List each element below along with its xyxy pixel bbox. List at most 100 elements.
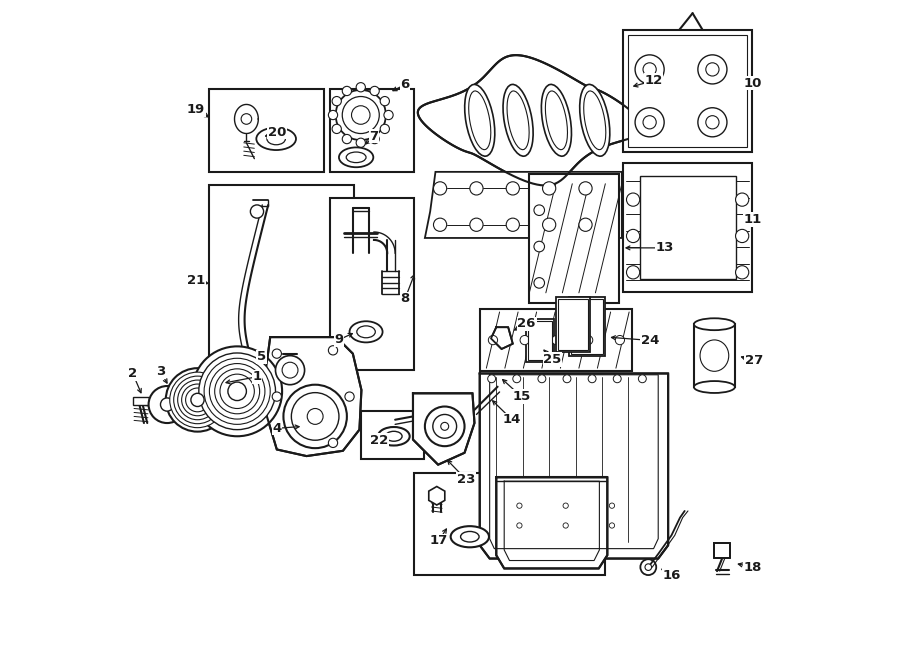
Circle shape bbox=[434, 218, 446, 231]
Circle shape bbox=[282, 362, 298, 378]
Bar bbox=[623, 30, 752, 152]
Text: 13: 13 bbox=[655, 241, 674, 254]
Ellipse shape bbox=[267, 133, 285, 145]
Circle shape bbox=[506, 182, 519, 195]
Ellipse shape bbox=[349, 321, 382, 342]
Circle shape bbox=[166, 368, 230, 432]
Text: 17: 17 bbox=[429, 534, 448, 547]
Circle shape bbox=[241, 114, 252, 124]
Circle shape bbox=[506, 218, 519, 231]
Bar bbox=[209, 89, 324, 172]
Text: 21: 21 bbox=[187, 274, 205, 288]
Polygon shape bbox=[480, 373, 668, 559]
Circle shape bbox=[370, 87, 379, 96]
Bar bbox=[556, 297, 590, 352]
Bar bbox=[209, 185, 355, 420]
Bar bbox=[694, 324, 735, 387]
Circle shape bbox=[210, 364, 265, 419]
Text: 16: 16 bbox=[663, 568, 681, 582]
Circle shape bbox=[645, 564, 652, 570]
Circle shape bbox=[641, 559, 656, 575]
Ellipse shape bbox=[542, 85, 572, 156]
Circle shape bbox=[328, 110, 338, 120]
Ellipse shape bbox=[256, 128, 296, 150]
Circle shape bbox=[204, 358, 270, 424]
Ellipse shape bbox=[378, 427, 410, 446]
Text: 1: 1 bbox=[252, 370, 262, 383]
Bar bbox=[329, 89, 414, 172]
Circle shape bbox=[534, 241, 544, 252]
Ellipse shape bbox=[545, 91, 568, 149]
Bar bbox=[640, 176, 735, 279]
Circle shape bbox=[292, 393, 339, 440]
Text: 18: 18 bbox=[743, 561, 762, 574]
Circle shape bbox=[250, 205, 264, 218]
Ellipse shape bbox=[503, 85, 533, 156]
Circle shape bbox=[441, 422, 449, 430]
Text: 10: 10 bbox=[743, 77, 762, 90]
Circle shape bbox=[275, 356, 304, 385]
Bar bbox=[558, 299, 588, 350]
Ellipse shape bbox=[694, 381, 735, 393]
Polygon shape bbox=[132, 397, 149, 405]
Text: 25: 25 bbox=[544, 353, 562, 366]
Circle shape bbox=[356, 138, 365, 147]
Ellipse shape bbox=[346, 152, 366, 163]
Text: 8: 8 bbox=[400, 292, 410, 305]
Bar bbox=[414, 473, 606, 575]
Circle shape bbox=[552, 335, 561, 345]
Circle shape bbox=[148, 386, 185, 423]
Ellipse shape bbox=[694, 318, 735, 330]
Circle shape bbox=[332, 124, 341, 134]
Circle shape bbox=[563, 375, 571, 383]
Text: 14: 14 bbox=[503, 413, 521, 426]
Circle shape bbox=[332, 97, 341, 106]
Circle shape bbox=[616, 335, 625, 345]
Text: 5: 5 bbox=[257, 350, 266, 364]
Circle shape bbox=[706, 116, 719, 129]
Circle shape bbox=[735, 193, 749, 206]
Bar bbox=[526, 319, 554, 362]
Polygon shape bbox=[491, 327, 513, 349]
Circle shape bbox=[272, 349, 282, 358]
Text: 24: 24 bbox=[641, 334, 660, 347]
Circle shape bbox=[284, 385, 346, 448]
Ellipse shape bbox=[464, 85, 495, 156]
Circle shape bbox=[706, 63, 719, 76]
Text: 6: 6 bbox=[400, 78, 410, 91]
Text: 22: 22 bbox=[370, 434, 389, 447]
Circle shape bbox=[543, 218, 556, 231]
Circle shape bbox=[735, 229, 749, 243]
Text: 4: 4 bbox=[272, 422, 282, 435]
Circle shape bbox=[517, 503, 522, 508]
Circle shape bbox=[434, 182, 446, 195]
Ellipse shape bbox=[584, 91, 606, 149]
Bar bbox=[529, 174, 618, 303]
Circle shape bbox=[193, 346, 282, 436]
Text: 12: 12 bbox=[644, 74, 662, 87]
Ellipse shape bbox=[580, 85, 610, 156]
Polygon shape bbox=[413, 393, 474, 465]
Circle shape bbox=[735, 266, 749, 279]
Text: 20: 20 bbox=[267, 126, 286, 139]
Polygon shape bbox=[425, 172, 622, 238]
Ellipse shape bbox=[356, 326, 375, 338]
Text: 2: 2 bbox=[128, 367, 138, 380]
Text: 7: 7 bbox=[369, 130, 379, 143]
Circle shape bbox=[609, 503, 615, 508]
Circle shape bbox=[170, 372, 225, 428]
Circle shape bbox=[635, 55, 664, 84]
Circle shape bbox=[328, 438, 338, 447]
Ellipse shape bbox=[469, 91, 491, 149]
Circle shape bbox=[534, 205, 544, 215]
Circle shape bbox=[352, 106, 370, 124]
Bar bbox=[628, 35, 747, 147]
Polygon shape bbox=[418, 55, 644, 186]
Circle shape bbox=[698, 55, 727, 84]
Polygon shape bbox=[496, 477, 608, 568]
Text: 11: 11 bbox=[743, 213, 762, 226]
Circle shape bbox=[543, 182, 556, 195]
Circle shape bbox=[160, 398, 174, 411]
Circle shape bbox=[588, 375, 596, 383]
Text: 19: 19 bbox=[187, 103, 205, 116]
